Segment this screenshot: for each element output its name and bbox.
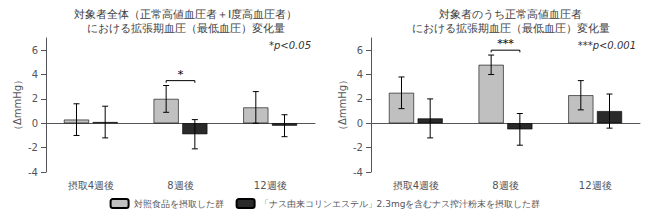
svg-text:（ΔmmHg）: （ΔmmHg） [337, 75, 348, 135]
svg-text:対象者全体（正常高値血圧者＋Ⅰ度高血圧者）: 対象者全体（正常高値血圧者＋Ⅰ度高血圧者） [74, 8, 297, 21]
svg-text:（ΔmmHg）: （ΔmmHg） [12, 75, 23, 135]
svg-text:0: 0 [357, 118, 363, 129]
svg-text:4: 4 [357, 69, 363, 80]
svg-text:摂取4週後: 摂取4週後 [68, 180, 114, 191]
svg-text:-2: -2 [28, 142, 38, 153]
svg-text:2: 2 [357, 93, 363, 104]
svg-text:8週後: 8週後 [492, 180, 518, 191]
svg-text:***: *** [497, 37, 514, 50]
svg-text:2: 2 [32, 93, 38, 104]
svg-text:における拡張期血圧（最低血圧）変化量: における拡張期血圧（最低血圧）変化量 [87, 22, 285, 35]
svg-text:対象者のうち正常高値血圧者: 対象者のうち正常高値血圧者 [439, 8, 582, 21]
svg-text:6: 6 [357, 45, 363, 56]
svg-text:4: 4 [32, 69, 38, 80]
svg-text:-4: -4 [28, 167, 38, 178]
svg-text:*p<0.05: *p<0.05 [269, 40, 311, 51]
svg-text:0: 0 [32, 118, 38, 129]
svg-text:*: * [178, 68, 184, 81]
svg-text:8週後: 8週後 [167, 180, 193, 191]
svg-text:12週後: 12週後 [254, 180, 287, 191]
svg-text:-2: -2 [353, 142, 363, 153]
svg-text:対照食品を摂取した群: 対照食品を摂取した群 [134, 199, 224, 209]
svg-text:-4: -4 [353, 167, 363, 178]
svg-text:***p<0.001: ***p<0.001 [578, 40, 636, 51]
svg-text:12週後: 12週後 [579, 180, 612, 191]
svg-text:摂取4週後: 摂取4週後 [393, 180, 439, 191]
svg-text:6: 6 [32, 45, 38, 56]
svg-text:「ナス由来コリンエステル」2.3mgを含むナス搾汁粉末を摂取: 「ナス由来コリンエステル」2.3mgを含むナス搾汁粉末を摂取した群 [260, 199, 541, 209]
svg-text:における拡張期血圧（最低血圧）変化量: における拡張期血圧（最低血圧）変化量 [412, 22, 610, 35]
